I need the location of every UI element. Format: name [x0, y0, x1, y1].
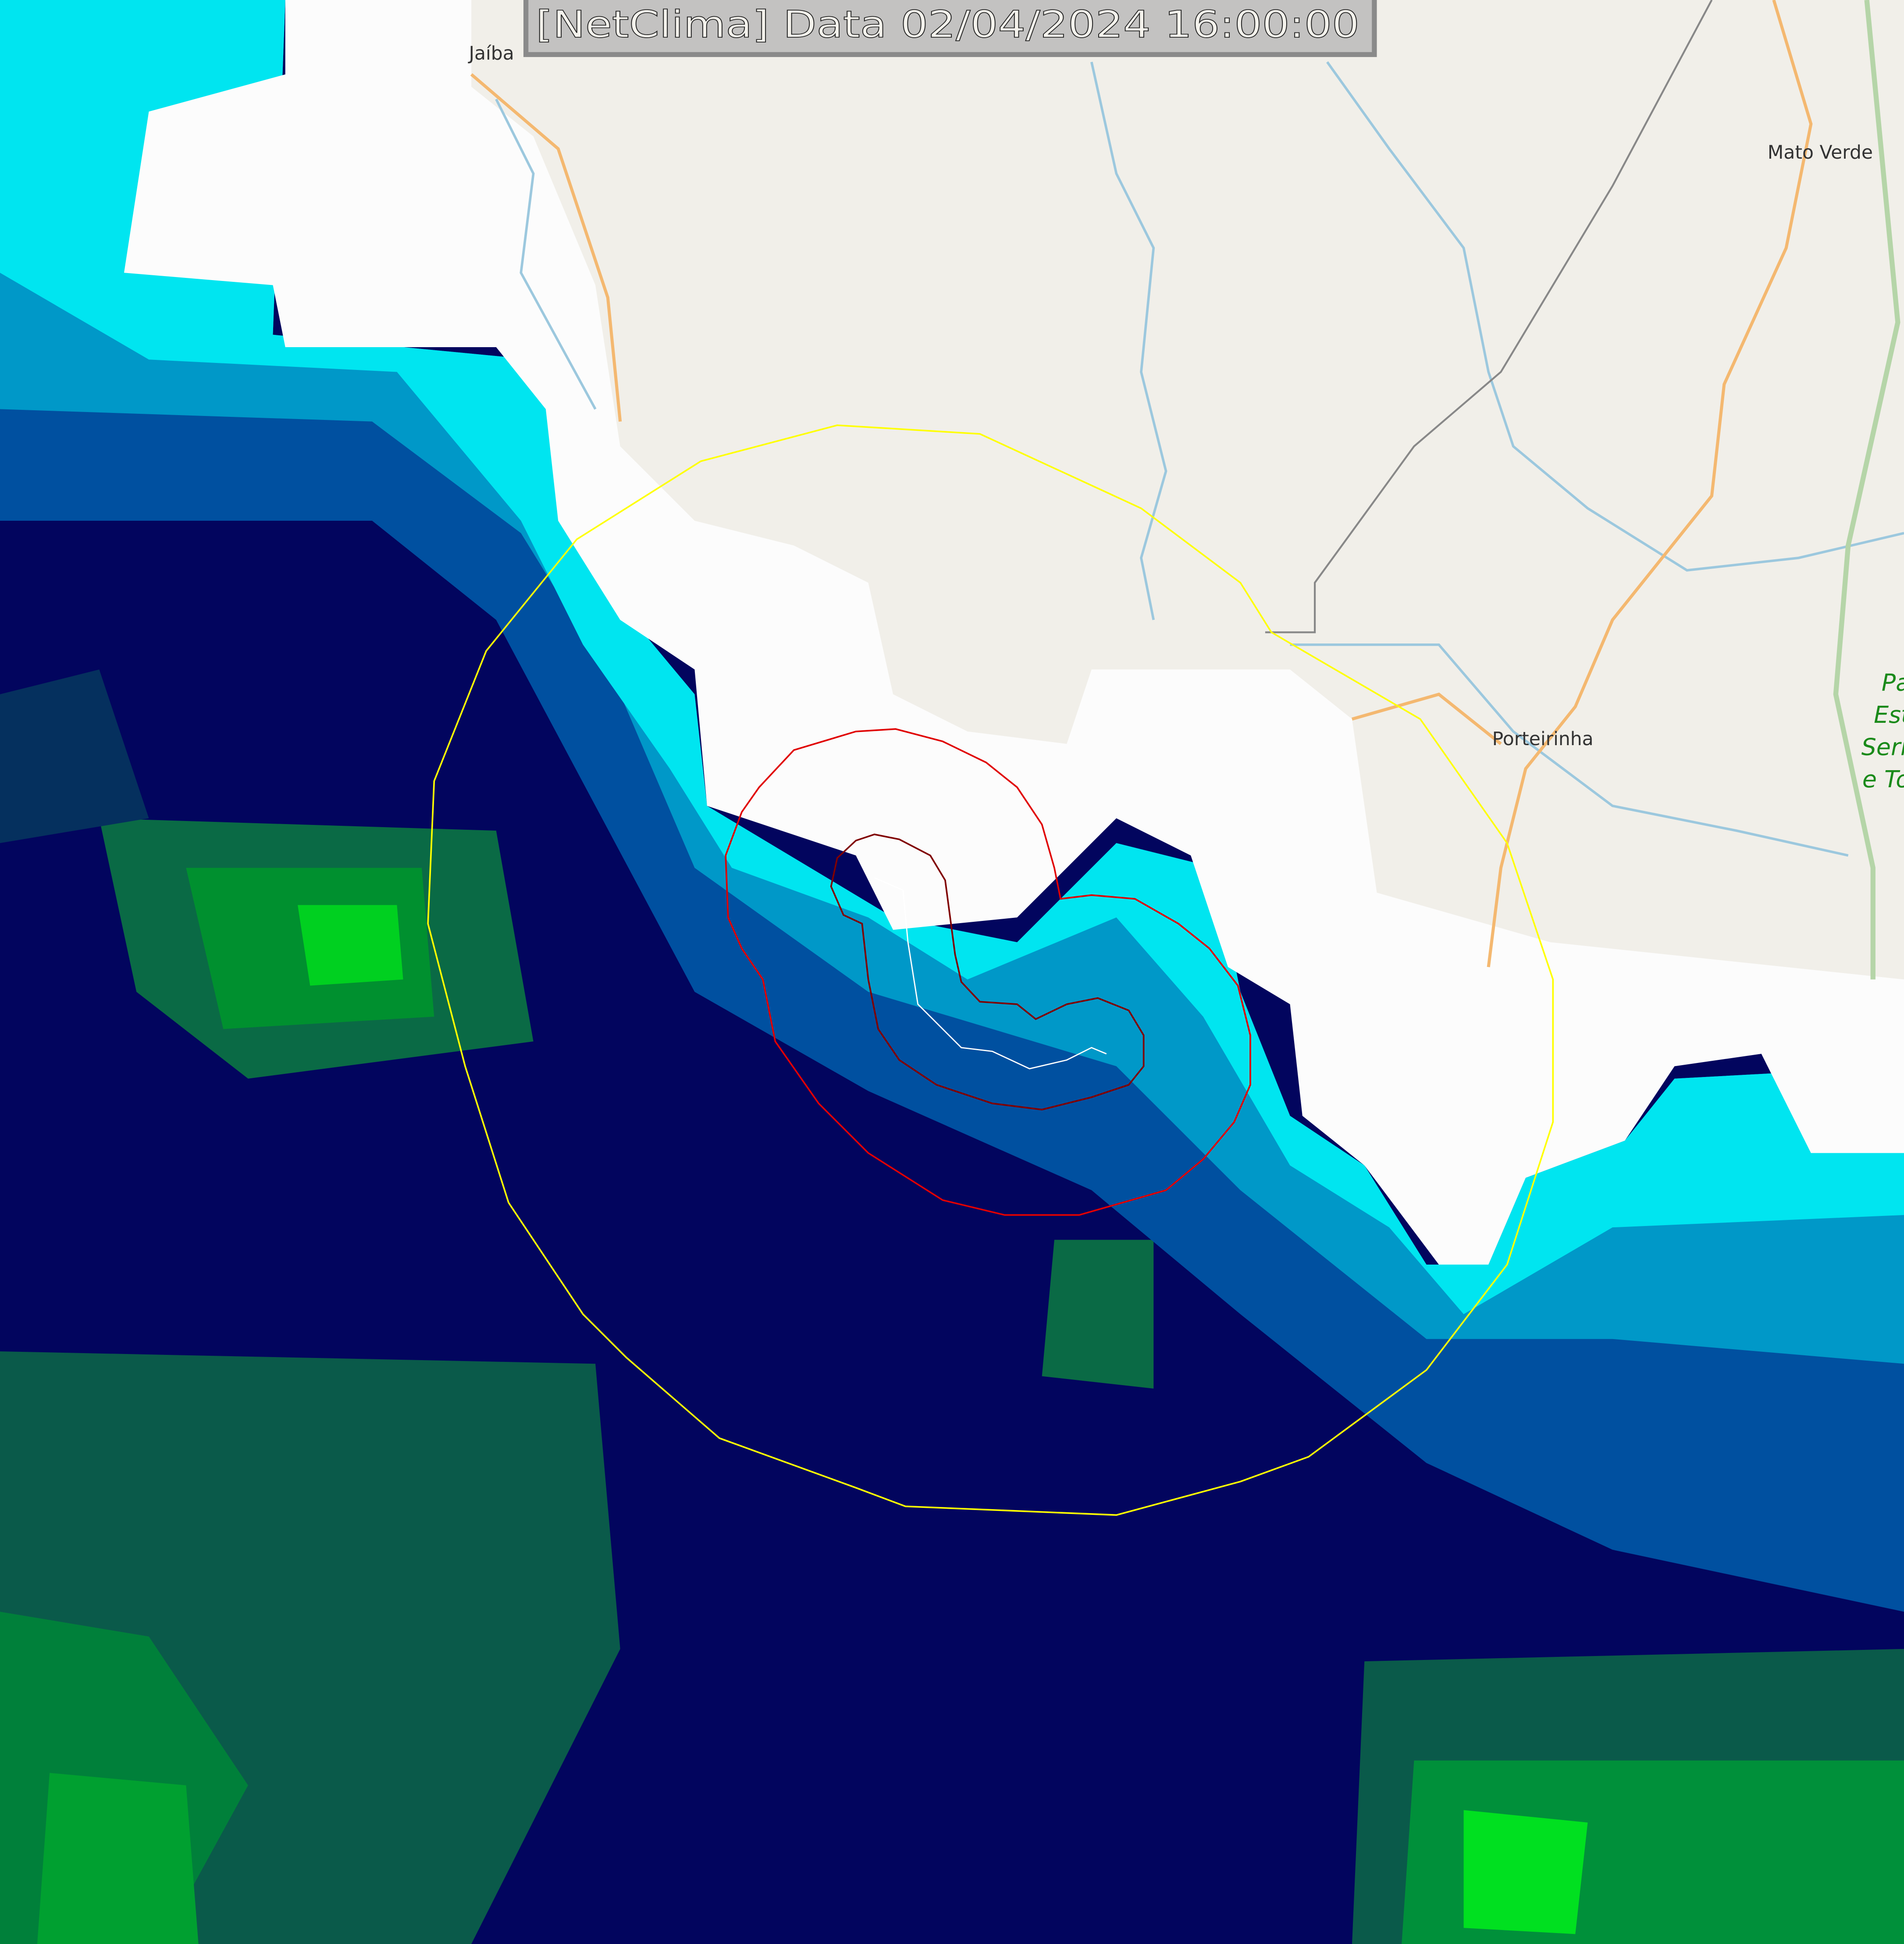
- intensity-rings: [427, 424, 1554, 1516]
- label-park-3: Serr: [1861, 733, 1904, 761]
- label-park-2: Est: [1874, 701, 1904, 729]
- inner-dark-red-ring: [830, 833, 1145, 1111]
- green-cloud-areas: [0, 669, 1904, 1944]
- label-porteirinha: Porteirinha: [1492, 729, 1594, 750]
- place-labels: Jaíba Mato Verde Porteirinha Pa Est Serr…: [467, 43, 1904, 793]
- outer-yellow-ring: [427, 424, 1554, 1516]
- title-text: [NetClima] Data 02/04/2024 16:00:00: [536, 3, 1359, 46]
- label-mato-verde: Mato Verde: [1768, 142, 1873, 163]
- label-jaiba: Jaíba: [467, 43, 514, 64]
- middle-red-ring: [725, 728, 1251, 1216]
- storm-track: [874, 877, 1107, 1070]
- roads: [470, 0, 1900, 980]
- rivers: [495, 61, 1904, 857]
- title-banner: [NetClima] Data 02/04/2024 16:00:00: [523, 0, 1377, 57]
- label-park-4: e To: [1862, 765, 1904, 793]
- map-land: [471, 0, 1904, 980]
- label-park-1: Pa: [1882, 668, 1904, 696]
